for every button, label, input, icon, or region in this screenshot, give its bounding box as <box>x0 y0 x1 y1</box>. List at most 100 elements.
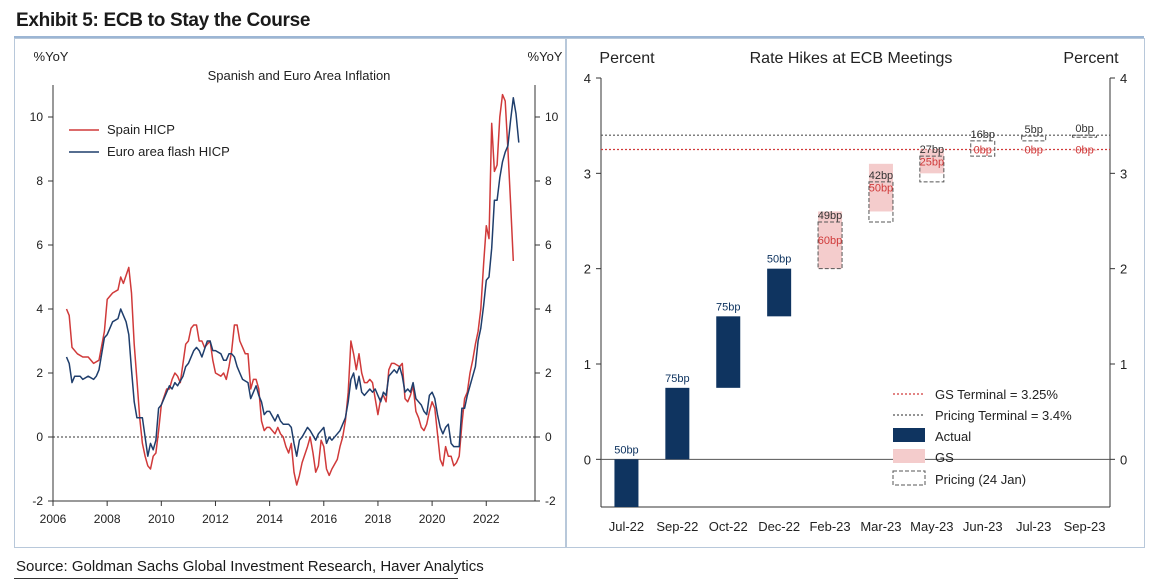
x-tick-label: 2016 <box>310 512 337 526</box>
pricing-bar-label: 0bp <box>1075 123 1093 135</box>
pricing-bar <box>1021 135 1047 142</box>
x-tick-label: 2020 <box>419 512 446 526</box>
pricing-bar-label: 16bp <box>971 129 995 141</box>
source-note: Source: Goldman Sachs Global Investment … <box>16 558 484 575</box>
chart-title: Rate Hikes at ECB Meetings <box>750 50 953 67</box>
y-tick-label-left: 1 <box>584 357 591 372</box>
x-tick-label: May-23 <box>910 519 953 534</box>
y-tick-label-right: 8 <box>545 174 552 188</box>
actual-bar <box>716 316 741 388</box>
y-tick-label-left: 4 <box>584 71 591 86</box>
y-tick-label-right: 2 <box>545 366 552 380</box>
y-tick-label-right: 10 <box>545 110 559 124</box>
series-line-spain-hicp <box>65 93 515 486</box>
gs-bar <box>818 211 843 269</box>
x-tick-label: Dec-22 <box>758 519 800 534</box>
legend-label: Pricing Terminal = 3.4% <box>935 408 1072 423</box>
gs-bar-label: 60bp <box>818 235 842 247</box>
exhibit-title: Exhibit 5: ECB to Stay the Course <box>16 10 311 31</box>
y-axis-unit-left: %YoY <box>34 49 69 64</box>
x-tick-label: 2010 <box>148 512 175 526</box>
x-tick-label: Sep-23 <box>1064 519 1106 534</box>
x-tick-label: Jul-23 <box>1016 519 1051 534</box>
pricing-bar-label: 42bp <box>869 170 893 182</box>
y-tick-label-right: 3 <box>1120 166 1127 181</box>
actual-bar <box>614 459 639 507</box>
x-tick-label: 2022 <box>473 512 500 526</box>
pricing-bar <box>970 140 996 157</box>
x-tick-label: Oct-22 <box>709 519 748 534</box>
y-tick-label-right: 0 <box>545 430 552 444</box>
gs-bar <box>868 163 893 212</box>
gs-bar-label: 25bp <box>920 156 944 168</box>
actual-bar <box>665 387 690 460</box>
x-tick-label: Jun-23 <box>963 519 1003 534</box>
x-tick-label: 2008 <box>94 512 121 526</box>
x-tick-label: Sep-22 <box>656 519 698 534</box>
y-tick-label-left: 0 <box>584 452 591 467</box>
pricing-bar <box>868 181 894 223</box>
pricing-bar <box>1072 134 1098 138</box>
legend-label: Actual <box>935 429 971 444</box>
x-tick-label: Jul-22 <box>609 519 644 534</box>
x-tick-label: 2014 <box>256 512 283 526</box>
gs-bar <box>919 149 944 174</box>
y-tick-label-left: 4 <box>36 302 43 316</box>
y-tick-label-left: 6 <box>36 238 43 252</box>
y-tick-label-left: 2 <box>584 262 591 277</box>
pricing-bar-label: 49bp <box>818 210 842 222</box>
actual-bar-label: 50bp <box>767 254 791 266</box>
rate-hikes-chart: 0 0 1 1 2 2 3 3 4 4 Jul-22 Sep-22 Oct-22 Dec-22 Feb-23… <box>584 50 1127 534</box>
y-tick-label-right: 0 <box>1120 452 1127 467</box>
gs-bar <box>1021 149 1046 151</box>
legend-label: Euro area flash HICP <box>107 144 230 159</box>
y-tick-label-right: 2 <box>1120 262 1127 277</box>
y-tick-label-left: -2 <box>32 494 43 508</box>
y-tick-label-left: 3 <box>584 166 591 181</box>
x-tick-label: Mar-23 <box>860 519 901 534</box>
legend-label: GS Terminal = 3.25% <box>935 387 1058 402</box>
pricing-bar <box>817 221 843 270</box>
title-rule <box>14 36 1144 38</box>
actual-bar-label: 75bp <box>716 301 740 313</box>
x-tick-label: Feb-23 <box>809 519 850 534</box>
y-axis-unit-left: Percent <box>599 50 655 67</box>
y-tick-label-left: 2 <box>36 366 43 380</box>
y-axis-unit-right: Percent <box>1063 50 1119 67</box>
y-tick-label-right: 4 <box>1120 71 1127 86</box>
x-tick-label: 2018 <box>365 512 392 526</box>
rate-hikes-chart-panel: 0 0 1 1 2 2 3 3 4 4 Jul-22 Sep-22 Oct-22 Dec-22 Feb-23… <box>566 38 1145 548</box>
gs-bar-label: 0bp <box>974 145 992 157</box>
gs-bar-label: 0bp <box>1024 145 1042 157</box>
y-tick-label-right: 1 <box>1120 357 1127 372</box>
actual-bar-label: 75bp <box>665 373 689 385</box>
y-tick-label-right: 4 <box>545 302 552 316</box>
actual-bar-label: 50bp <box>614 444 638 456</box>
actual-bar <box>767 268 792 317</box>
y-tick-label-left: 10 <box>30 110 44 124</box>
series-line-euro-area-hicp <box>65 97 520 457</box>
x-tick-label: 2012 <box>202 512 229 526</box>
legend-label: Pricing (24 Jan) <box>935 472 1026 487</box>
pricing-bar-label: 27bp <box>920 144 944 156</box>
y-tick-label-right: 6 <box>545 238 552 252</box>
legend-swatch <box>893 428 925 442</box>
chart-title: Spanish and Euro Area Inflation <box>208 68 391 83</box>
gs-bar-label: 0bp <box>1075 145 1093 157</box>
legend-swatch <box>893 449 925 463</box>
gs-bar <box>970 149 995 151</box>
y-tick-label-right: -2 <box>545 494 556 508</box>
inflation-chart-panel: -2 -2 0 0 2 2 4 4 6 6 8 8 10 10 2006 2008 2010 2012 2014 20… <box>14 38 566 548</box>
y-tick-label-left: 8 <box>36 174 43 188</box>
gs-bar <box>1072 149 1097 151</box>
y-axis-unit-right: %YoY <box>528 49 563 64</box>
inflation-chart: -2 -2 0 0 2 2 4 4 6 6 8 8 10 10 2006 2008 2010 2012 2014 20… <box>30 49 563 526</box>
y-tick-label-left: 0 <box>36 430 43 444</box>
pricing-bar-label: 5bp <box>1024 124 1042 136</box>
legend-swatch <box>892 470 926 486</box>
gs-bar-label: 50bp <box>869 183 893 195</box>
legend-label: GS <box>935 450 954 465</box>
source-rule <box>14 578 458 579</box>
x-tick-label: 2006 <box>40 512 67 526</box>
legend-label: Spain HICP <box>107 122 175 137</box>
